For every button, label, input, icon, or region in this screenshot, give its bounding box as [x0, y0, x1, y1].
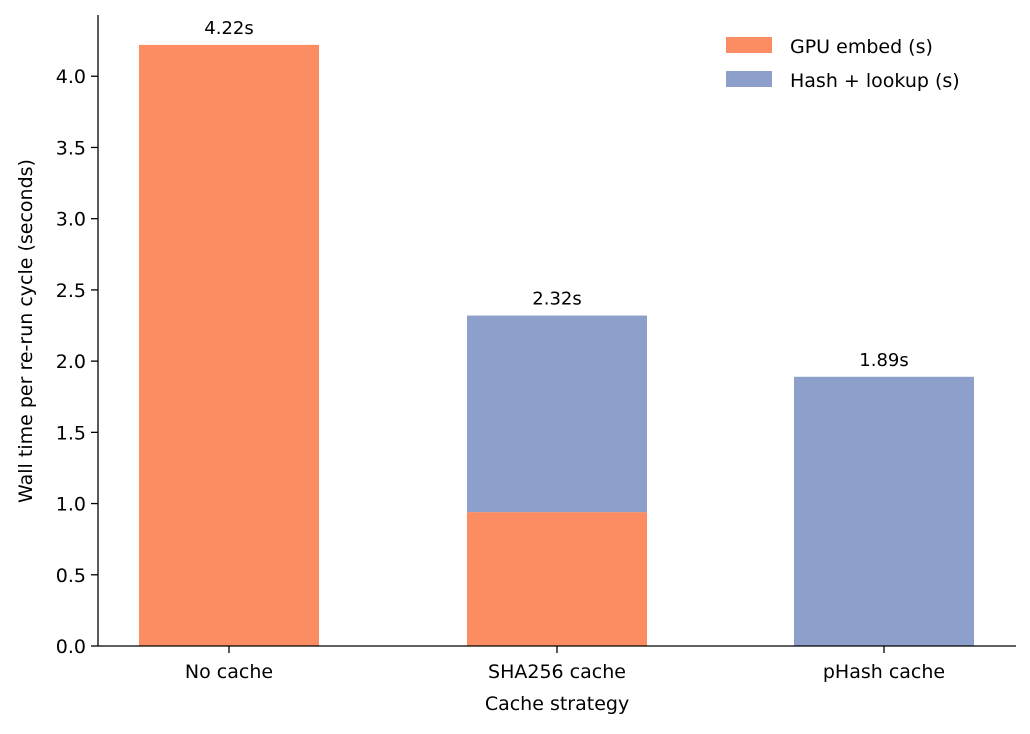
y-tick-label: 2.0: [56, 351, 86, 373]
bar-total-label-no-cache: 4.22s: [204, 18, 253, 39]
x-tick-label-sha256-cache: SHA256 cache: [488, 661, 626, 683]
y-tick-label: 3.5: [56, 137, 86, 159]
y-tick-label: 2.5: [56, 280, 86, 302]
y-tick-label: 0.5: [56, 565, 86, 587]
legend-label-hash-lookup: Hash + lookup (s): [790, 70, 960, 92]
bar-total-label-sha256-cache: 2.32s: [532, 289, 581, 310]
bar-sha256-cache-hash-lookup-s: [467, 315, 647, 513]
bar-phash-cache-hash-lookup-s: [794, 376, 974, 646]
bars-layer: [139, 44, 974, 646]
legend-swatch-gpu-embed: [726, 37, 772, 53]
x-axis-title: Cache strategy: [485, 693, 629, 715]
bar-no-cache-gpu-embed-s: [139, 44, 319, 646]
y-tick-label: 3.0: [56, 209, 86, 231]
bar-total-label-phash-cache: 1.89s: [859, 350, 908, 371]
y-tick-label: 4.0: [56, 66, 86, 88]
bar-sha256-cache-gpu-embed-s: [467, 512, 647, 646]
y-axis-title: Wall time per re-run cycle (seconds): [15, 159, 37, 503]
x-tick-label-phash-cache: pHash cache: [823, 661, 945, 683]
y-tick-label: 1.0: [56, 494, 86, 516]
y-tick-label: 0.0: [56, 636, 86, 658]
y-tick-label: 1.5: [56, 422, 86, 444]
legend-swatch-hash-lookup: [726, 71, 772, 87]
y-ticks: 0.0 0.5 1.0 1.5 2.0 2.5 3.0 3.5 4.0: [56, 66, 98, 658]
bar-total-labels: 4.22s 2.32s 1.89s: [204, 18, 908, 371]
legend: GPU embed (s) Hash + lookup (s): [726, 36, 960, 92]
x-tick-label-no-cache: No cache: [185, 661, 273, 683]
legend-label-gpu-embed: GPU embed (s): [790, 36, 933, 58]
x-ticks: No cache SHA256 cache pHash cache: [185, 646, 945, 683]
